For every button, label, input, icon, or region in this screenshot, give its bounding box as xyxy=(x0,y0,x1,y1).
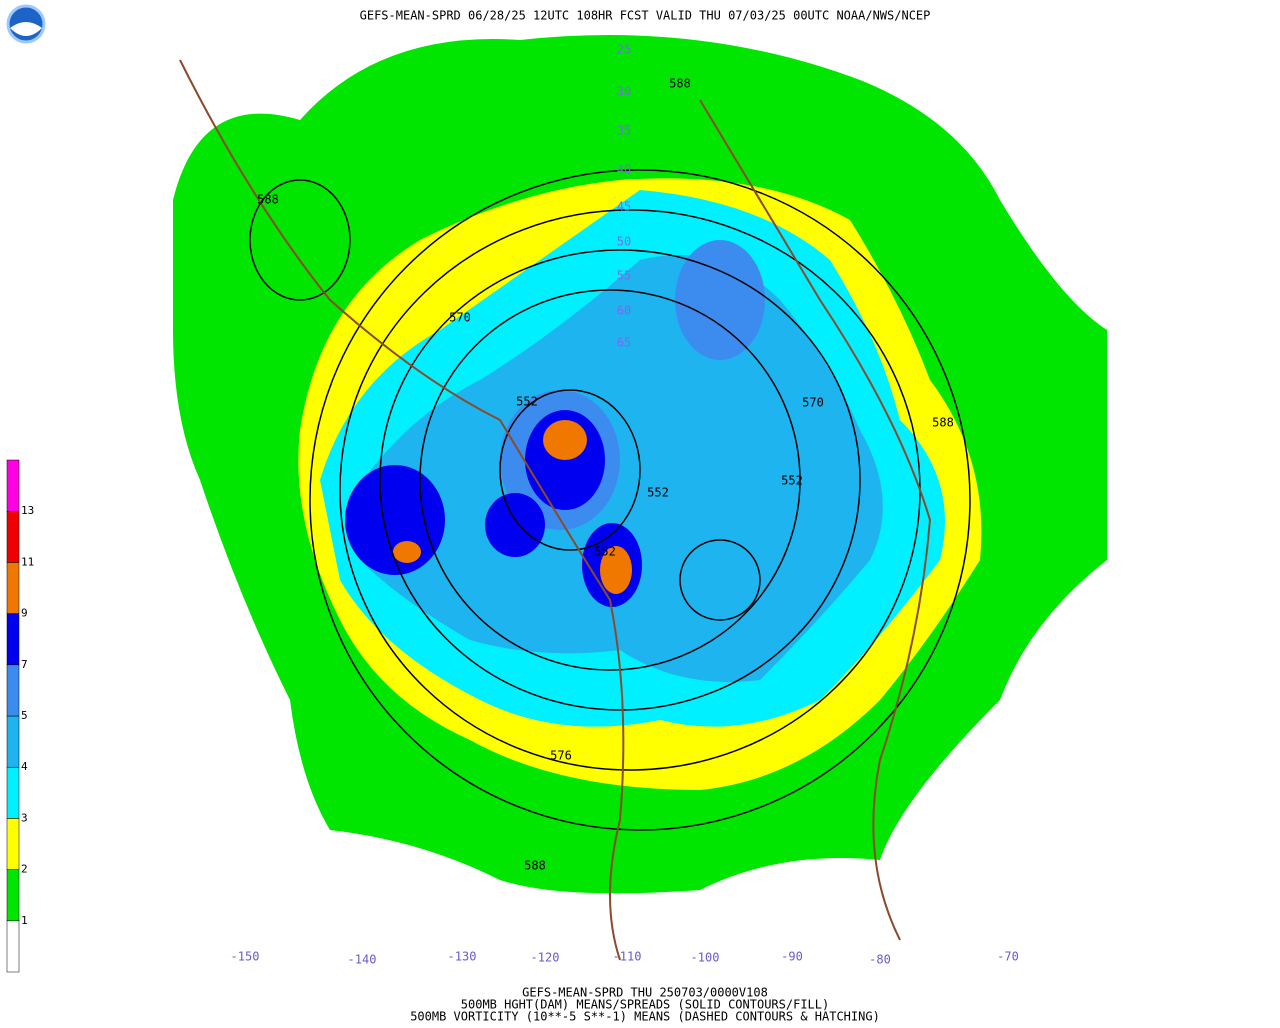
latitude-label: 50 xyxy=(617,235,631,249)
spread-7 xyxy=(485,493,545,557)
colorbar-label: 2 xyxy=(21,863,28,876)
longitude-label: -80 xyxy=(869,953,891,967)
latitude-label: 40 xyxy=(617,163,631,177)
latitude-label: 45 xyxy=(617,200,631,214)
longitude-label: -140 xyxy=(348,953,377,967)
footer-line: 500MB VORTICITY (10**-5 S**-1) MEANS (DA… xyxy=(410,1010,880,1024)
spread-5 xyxy=(675,240,765,360)
latitude-label: 55 xyxy=(617,269,631,283)
colorbar-swatch xyxy=(6,664,20,717)
contour-label: 588 xyxy=(932,416,954,430)
footer-line: GEFS-MEAN-SPRD THU 250703/0000V108 xyxy=(522,986,768,1000)
noaa-logo xyxy=(6,4,46,44)
contour-label: 588 xyxy=(524,859,546,873)
contour-label: 552 xyxy=(647,486,669,500)
title: GEFS-MEAN-SPRD 06/28/25 12UTC 108HR FCST… xyxy=(360,9,931,23)
colorbar-swatch xyxy=(6,818,20,870)
colorbar-swatch xyxy=(6,766,20,819)
longitude-label: -100 xyxy=(691,951,720,965)
colorbar-label: 5 xyxy=(21,709,28,722)
colorbar-label: 4 xyxy=(21,760,28,773)
latitude-label: 30 xyxy=(617,85,631,99)
colorbar-swatch xyxy=(6,510,20,563)
colorbar-swatch xyxy=(6,715,20,768)
colorbar-swatch xyxy=(6,920,20,973)
longitude-label: -110 xyxy=(613,950,642,964)
contour-label: 588 xyxy=(257,193,279,207)
contour-label: 570 xyxy=(802,396,824,410)
spread-9 xyxy=(600,546,632,594)
contour-label: 588 xyxy=(669,77,691,91)
longitude-label: -130 xyxy=(448,950,477,964)
colorbar-label: 1 xyxy=(21,914,28,927)
colorbar-swatch xyxy=(6,459,20,512)
contour-label: 570 xyxy=(449,311,471,325)
colorbar-label: 7 xyxy=(21,658,28,671)
height-contours xyxy=(249,169,971,831)
colorbar-label: 13 xyxy=(21,504,34,517)
latitude-label: 60 xyxy=(617,304,631,318)
colorbar-label: 3 xyxy=(21,811,28,824)
longitude-label: -120 xyxy=(531,951,560,965)
spread-9 xyxy=(543,420,587,460)
colorbar: 1 2 3 4 5 7 9 11 13 xyxy=(6,459,34,973)
spread-9 xyxy=(393,541,421,563)
longitude-label: -150 xyxy=(231,950,260,964)
colorbar-swatch xyxy=(6,562,20,614)
footer-line: 500MB HGHT(DAM) MEANS/SPREADS (SOLID CON… xyxy=(461,998,829,1012)
colorbar-label: 9 xyxy=(21,607,28,620)
contour-label: 576 xyxy=(550,749,572,763)
contour-label: 552 xyxy=(594,545,616,559)
coastlines xyxy=(179,59,932,961)
contour-label: 552 xyxy=(516,395,538,409)
latitude-label: 65 xyxy=(617,336,631,350)
latitude-label: 35 xyxy=(617,124,631,138)
contour-label: 552 xyxy=(781,474,803,488)
colorbar-swatch xyxy=(6,869,20,922)
colorbar-swatch xyxy=(6,613,20,666)
map-panel xyxy=(173,33,1107,967)
latitude-label: 25 xyxy=(617,43,631,57)
colorbar-label: 11 xyxy=(21,555,34,568)
longitude-label: -90 xyxy=(781,950,803,964)
longitude-label: -70 xyxy=(997,950,1019,964)
